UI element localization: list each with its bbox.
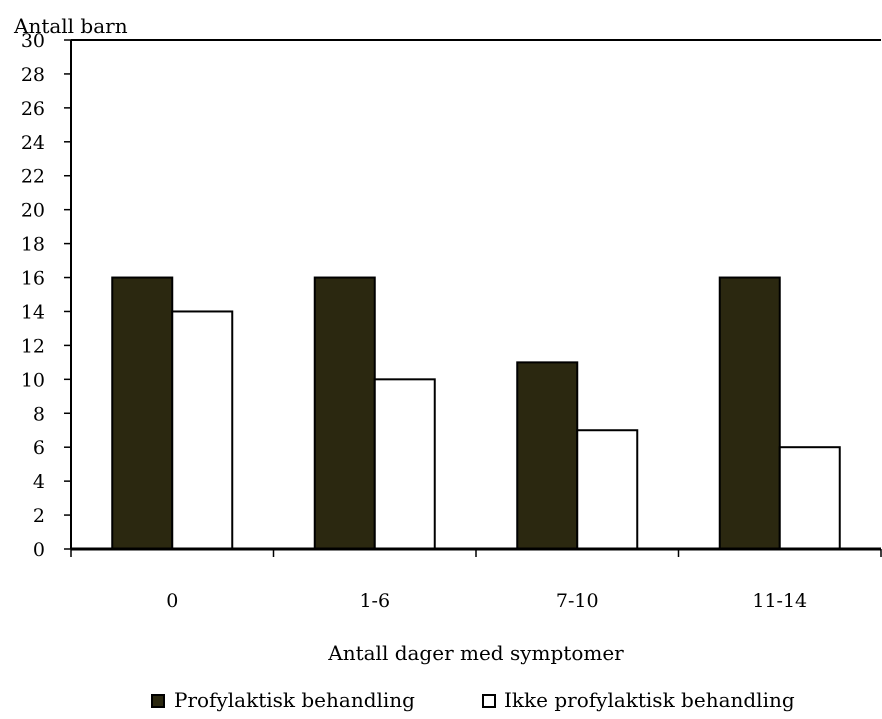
x-axis: 0 1-6 7-10 11-14 <box>70 547 882 612</box>
x-tick-label: 7-10 <box>556 590 599 612</box>
bars <box>111 276 841 551</box>
y-tick-label: 2 <box>33 505 45 527</box>
y-tick-label: 28 <box>21 64 45 86</box>
y-tick-label: 16 <box>21 268 45 290</box>
y-tick-label: 4 <box>33 471 45 493</box>
y-axis-title: Antall barn <box>13 14 128 38</box>
bar-profylaktisk-11-14 <box>718 276 781 550</box>
x-tick-label: 0 <box>166 590 178 612</box>
y-tick-label: 6 <box>33 437 45 459</box>
bar-profylaktisk-0 <box>111 276 174 550</box>
y-tick-label: 18 <box>21 234 45 256</box>
y-tick-label: 10 <box>21 369 45 391</box>
legend-swatch <box>482 694 496 708</box>
y-tick-label: 0 <box>33 539 45 561</box>
legend-swatch <box>151 694 165 708</box>
bar-ikke-profylaktisk-1-6 <box>373 378 436 551</box>
x-axis-title: Antall dager med symptomer <box>327 641 624 665</box>
legend: Profylaktisk behandling Ikke profylaktisk… <box>151 688 795 712</box>
y-tick-label: 14 <box>21 301 45 323</box>
bar-profylaktisk-7-10 <box>516 361 579 550</box>
y-tick-label: 20 <box>21 200 45 222</box>
y-tick-label: 30 <box>21 30 45 52</box>
bar-ikke-profylaktisk-7-10 <box>576 429 639 551</box>
x-tick-label: 11-14 <box>752 590 807 612</box>
y-tick-label: 24 <box>21 132 45 154</box>
x-tick-label: 1-6 <box>359 590 390 612</box>
legend-label: Profylaktisk behandling <box>174 688 415 712</box>
bar-ikke-profylaktisk-11-14 <box>778 446 841 551</box>
y-tick-label: 12 <box>21 335 45 357</box>
y-tick-label: 26 <box>21 98 45 120</box>
y-tick-label: 8 <box>33 403 45 425</box>
legend-label: Ikke profylaktisk behandling <box>504 688 795 712</box>
bar-ikke-profylaktisk-0 <box>171 310 234 551</box>
y-tick-label: 22 <box>21 166 45 188</box>
bar-profylaktisk-1-6 <box>313 276 376 550</box>
